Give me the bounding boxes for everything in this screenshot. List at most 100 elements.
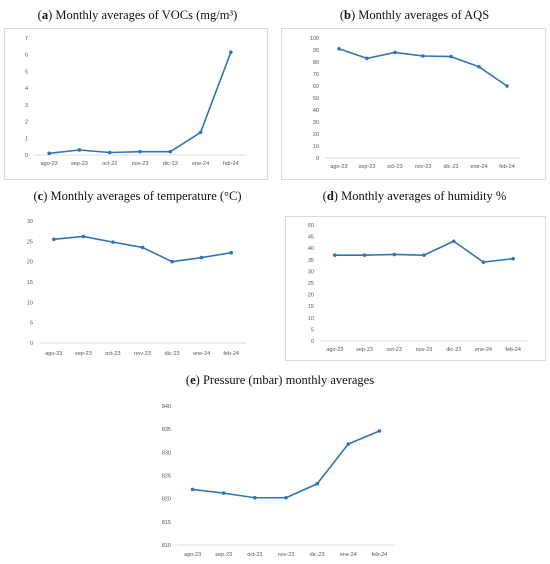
data-point — [221, 491, 226, 495]
y-tick-label: 6 — [25, 53, 28, 59]
data-point — [422, 253, 426, 257]
y-tick-label: 15 — [308, 304, 314, 310]
y-tick-label: 15 — [27, 280, 33, 286]
data-point — [449, 54, 453, 59]
chart-plot-e: 810 815 820 825 830 835 840 ago-23 sep-23 oct-23 n… — [162, 404, 395, 558]
chart-title-a: (a) Monthly averages of VOCs (mg/m³) — [37, 8, 238, 22]
data-point — [229, 250, 234, 255]
y-tick-label: 5 — [25, 69, 28, 75]
y-tick-label: 30 — [27, 219, 33, 225]
chart-title-c: (c) Monthly averages of temperature (°C) — [33, 189, 242, 203]
x-tick-label: ago-23 — [330, 164, 347, 170]
data-point — [107, 150, 112, 155]
y-tick-label: 45 — [308, 235, 314, 241]
x-tick-label: feb-24 — [499, 164, 515, 170]
chart-panel-b: (b) Monthly averages of AQS 0 10 20 30 40 50 6… — [279, 0, 550, 185]
chart-frame-d — [285, 216, 546, 361]
y-tick-label: 80 — [313, 60, 319, 66]
x-tick-label: nov-23 — [132, 161, 149, 167]
y-tick-label: 30 — [308, 269, 314, 275]
x-tick-label: sep-23 — [75, 351, 92, 357]
y-tick-label: 830 — [162, 450, 171, 456]
y-tick-label: 820 — [162, 497, 171, 503]
y-tick-label: 50 — [308, 223, 314, 229]
data-point — [138, 149, 142, 154]
x-tick-label: nov-23 — [415, 164, 432, 170]
chart-panel-a: (a) Monthly averages of VOCs (mg/m³) 0 1 2… — [0, 0, 275, 185]
y-tick-label: 25 — [27, 239, 33, 245]
y-tick-label: 4 — [25, 86, 28, 92]
chart-panel-e: (e) Pressure (mbar) monthly averages 810… — [130, 365, 430, 564]
y-tick-label: 90 — [313, 48, 319, 54]
y-tick-label: 7 — [25, 36, 28, 42]
chart-plot-a: 0 1 2 3 4 5 6 7 ago-23 sep-23 oct-23 nov-23 dic-23 en… — [25, 36, 246, 167]
x-tick-label: ago-23 — [45, 351, 62, 357]
data-point — [111, 240, 115, 244]
y-tick-label: 30 — [313, 120, 319, 126]
y-tick-label: 815 — [162, 520, 171, 526]
x-tick-label: dic-23 — [163, 161, 178, 167]
x-tick-label: sep-23 — [359, 164, 376, 170]
x-tick-label: nov-23 — [278, 552, 295, 558]
data-point — [337, 47, 341, 51]
data-point — [198, 130, 203, 135]
series-line — [192, 430, 380, 499]
y-tick-label: 25 — [308, 281, 314, 287]
y-tick-label: 825 — [162, 474, 171, 480]
data-point — [81, 234, 86, 239]
chart-plot-c: 0 5 10 15 20 25 30 ago-23 sep-23 oct-23 nov-23 dic-… — [27, 219, 246, 357]
x-tick-label: ene-24 — [193, 351, 210, 357]
y-tick-label: 0 — [30, 341, 33, 347]
x-tick-label: ago-23 — [326, 347, 343, 353]
data-point — [253, 495, 257, 500]
data-point — [481, 260, 486, 264]
y-tick-label: 20 — [308, 293, 314, 299]
y-tick-label: 40 — [308, 246, 314, 252]
x-tick-label: sep-23 — [215, 552, 232, 558]
y-tick-label: 835 — [162, 427, 171, 433]
data-point — [229, 50, 233, 55]
data-point — [505, 84, 509, 88]
data-point — [140, 245, 145, 250]
y-tick-label: 5 — [30, 321, 33, 327]
chart-title-e: (e) Pressure (mbar) monthly averages — [185, 373, 375, 387]
data-point — [346, 442, 351, 446]
data-point — [51, 237, 56, 242]
x-tick-label: ago-23 — [41, 161, 58, 167]
y-tick-label: 0 — [311, 339, 314, 345]
y-tick-label: 5 — [311, 327, 314, 333]
x-tick-label: dic-23 — [165, 351, 180, 357]
data-point — [284, 495, 288, 500]
x-tick-label: dic-23 — [310, 552, 325, 558]
y-tick-label: 50 — [313, 96, 319, 102]
x-tick-label: ago-23 — [184, 552, 201, 558]
data-point — [477, 65, 481, 69]
data-point — [315, 482, 319, 486]
y-tick-label: 35 — [308, 258, 314, 264]
x-tick-label: feb-24 — [505, 347, 521, 353]
data-point — [511, 256, 515, 261]
data-point — [199, 255, 204, 260]
series-line — [334, 240, 514, 263]
x-tick-label: oct-23 — [105, 351, 120, 357]
chart-title-d: (d) Monthly averages of humidity % — [322, 189, 507, 203]
y-tick-label: 70 — [313, 72, 319, 78]
x-tick-label: ene-24 — [475, 347, 492, 353]
x-tick-label: oct-23 — [102, 161, 117, 167]
y-tick-label: 20 — [313, 132, 319, 138]
y-tick-label: 10 — [27, 300, 33, 306]
y-tick-label: 1 — [25, 136, 28, 142]
x-tick-label: oct-23 — [247, 552, 262, 558]
x-tick-label: sep-23 — [356, 347, 373, 353]
y-tick-label: 810 — [162, 543, 171, 549]
chart-plot-b: 0 10 20 30 40 50 60 70 80 90 100 ago-23 sep-23 oct-23… — [310, 36, 521, 170]
data-point — [47, 151, 51, 156]
x-tick-label: sep-23 — [71, 161, 88, 167]
y-tick-label: 10 — [313, 144, 319, 150]
data-point — [170, 259, 174, 264]
chart-panel-c: (c) Monthly averages of temperature (°C)… — [0, 185, 275, 365]
x-tick-label: ene-24 — [470, 164, 487, 170]
y-tick-label: 10 — [308, 316, 314, 322]
y-tick-label: 3 — [25, 103, 28, 109]
y-tick-label: 0 — [25, 153, 28, 159]
